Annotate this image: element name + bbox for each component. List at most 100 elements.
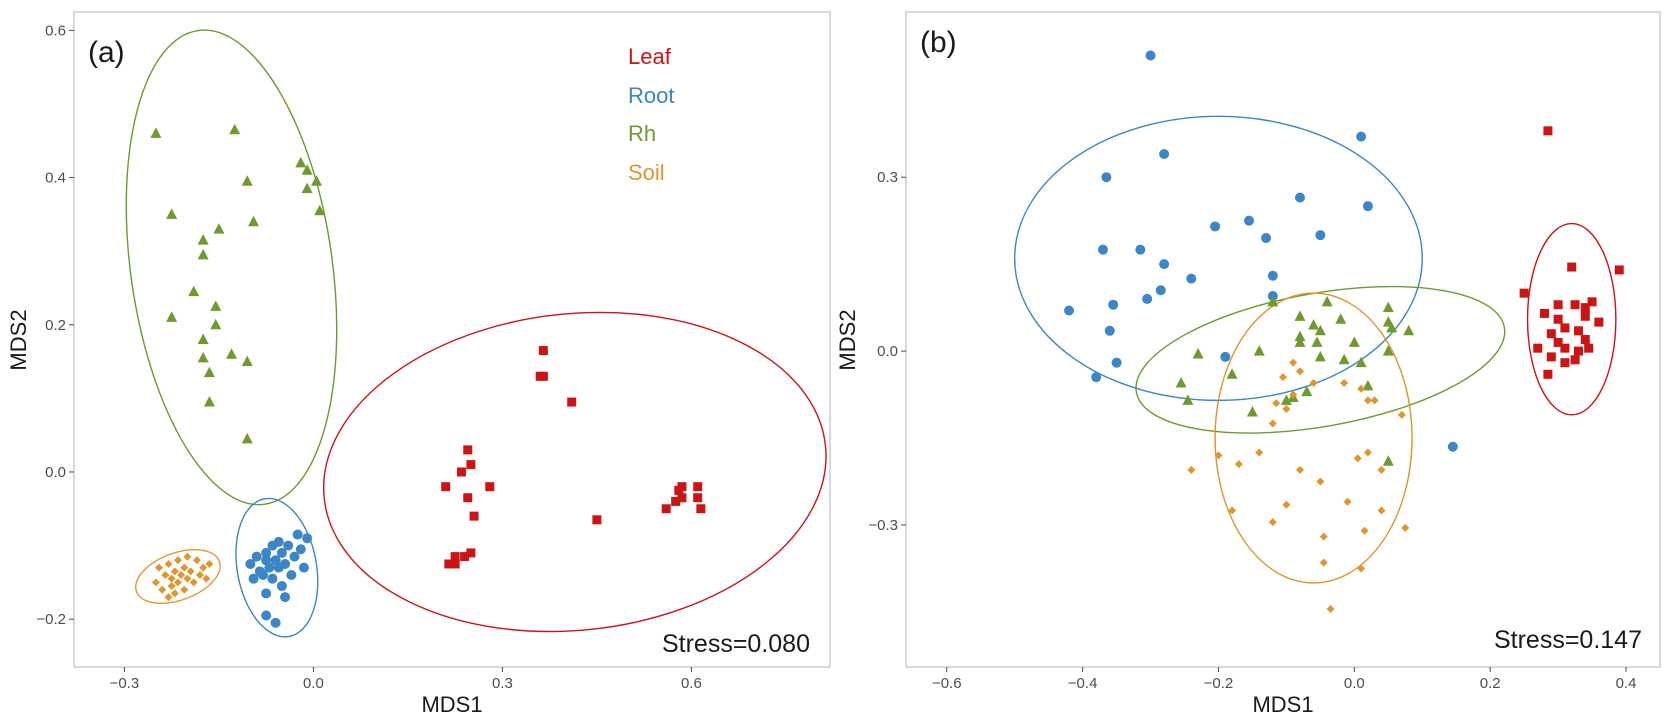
panel-b-point-rh [1301, 385, 1313, 397]
panel-a-ellipse-leaf [322, 311, 827, 633]
panel-b-point-root [1261, 233, 1272, 244]
panel-a-point-soil [183, 552, 192, 561]
panel-b-point-root [1101, 172, 1112, 183]
panel-a-point-root [298, 562, 309, 573]
panel-b-point-soil [1282, 405, 1291, 414]
panel-b-point-rh [1226, 368, 1238, 379]
panel-b-y-tick-label: 0.3 [877, 169, 898, 186]
panel-b-x-tick-label: −0.4 [1068, 675, 1098, 692]
panel-a-point-root [283, 540, 294, 551]
panel-b-point-root [1104, 325, 1115, 336]
panel-a-point-root [267, 573, 278, 584]
panel-b-point-rh [1338, 353, 1350, 365]
panel-b-point-soil [1228, 506, 1237, 515]
panel-b-ellipse-soil [1214, 292, 1413, 584]
panel-a-y-tick-label: 0.4 [45, 170, 66, 187]
panel-b-point-root [1244, 215, 1255, 226]
legend: Leaf Root Rh Soil [628, 44, 674, 185]
panel-b-point-root [1159, 259, 1170, 270]
panel-a-point-leaf [677, 493, 687, 503]
panel-b-point-rh [1246, 405, 1258, 417]
panel-b-point-rh [1311, 336, 1323, 347]
panel-a-point-leaf [674, 485, 684, 495]
panel-b-point-soil [1272, 399, 1281, 408]
panel-b-point-leaf [1594, 317, 1604, 327]
panel-b-y-ticks: −0.3 0.0 0.3 [868, 169, 906, 534]
panel-a-point-leaf [538, 346, 548, 356]
panel-a-point-soil [155, 563, 164, 572]
panel-a-point-rh [197, 234, 209, 245]
panel-b-point-leaf [1533, 343, 1543, 353]
panel-b-point-root [1362, 201, 1373, 212]
panel-a-point-rh [210, 300, 222, 311]
panel-a-point-root [292, 529, 303, 540]
panel-a-point-leaf [469, 511, 479, 521]
panel-b-point-soil [1268, 518, 1277, 527]
panel-a-point-soil [186, 567, 195, 576]
panel-a-point-soil [167, 574, 176, 583]
panel-b-point-rh [1280, 394, 1292, 405]
panel-b-ellipses [1013, 115, 1617, 584]
panel-a-point-leaf [450, 559, 460, 569]
panel-b-point-leaf [1519, 288, 1529, 298]
panel-b-y-tick-label: 0.0 [877, 343, 898, 360]
panel-b-point-rh [1175, 376, 1187, 388]
panel-a-point-rh [241, 432, 253, 444]
panel-a-x-ticks: −0.3 0.0 0.3 0.6 [110, 667, 702, 692]
panel-a-x-tick-label: 0.6 [681, 675, 702, 692]
panel-a-y-tick-label: −0.2 [36, 611, 66, 628]
panel-b-point-rh [1267, 295, 1279, 307]
panel-b-point-root [1108, 299, 1119, 310]
panel-a-label: (a) [88, 36, 125, 69]
panel-b-point-soil [1295, 367, 1304, 376]
panel-a-point-rh [166, 311, 178, 322]
panel-b-point-leaf [1580, 303, 1590, 313]
panel-b-point-leaf [1560, 343, 1570, 353]
panel-b-point-soil [1377, 506, 1386, 515]
panel-a-point-root [248, 573, 259, 584]
panel-a-point-leaf [693, 493, 703, 503]
panel-b-point-rh [1335, 313, 1347, 324]
panel-a-x-tick-label: −0.3 [110, 675, 140, 692]
panel-b-point-soil [1295, 465, 1304, 474]
panel-b-point-rh [1308, 319, 1320, 330]
panel-a-point-soil [202, 574, 211, 583]
legend-soil: Soil [628, 160, 665, 185]
panel-a-point-rh [197, 333, 209, 344]
panel-a-point-soil [161, 571, 170, 580]
panel-b-point-soil [1214, 451, 1223, 460]
panel-a-point-soil [170, 589, 179, 598]
panel-b-point-rh [1294, 336, 1306, 347]
panel-b-point-soil [1234, 460, 1243, 469]
panel-b-point-leaf [1567, 262, 1577, 272]
panel-b-point-soil [1360, 526, 1369, 535]
panel-a-point-rh [241, 175, 253, 186]
panel-a-point-leaf [460, 552, 470, 562]
panel-b-point-rh [1294, 330, 1306, 342]
panel-b-point-soil [1363, 448, 1372, 457]
panel-b-point-soil [1357, 384, 1366, 393]
panel-a-point-rh [188, 285, 200, 297]
panel-a-point-root [286, 570, 297, 581]
legend-root: Root [628, 83, 674, 108]
panel-b-point-rh [1382, 455, 1394, 466]
panel-a-point-rh [203, 396, 215, 407]
panel-b-point-leaf [1584, 343, 1594, 353]
panel-b-point-rh [1314, 350, 1326, 362]
panel-b-point-leaf [1553, 314, 1563, 324]
panel-b-point-leaf [1570, 300, 1580, 310]
panel-b-point-soil [1340, 378, 1349, 387]
panel-a-point-leaf [466, 548, 476, 558]
panel-b-point-root [1135, 244, 1146, 255]
panel-b-x-tick-label: 0.2 [1480, 675, 1501, 692]
panel-b-point-soil [1319, 532, 1328, 541]
panel-a-point-leaf [661, 504, 671, 514]
panel-b-point-soil [1353, 454, 1362, 463]
panel-b-point-leaf [1587, 297, 1597, 307]
panel-a-point-soil [180, 585, 189, 594]
panel-b-point-root [1315, 230, 1326, 241]
panel-a-y-tick-label: 0.2 [45, 317, 66, 334]
panel-b-point-root [1091, 372, 1102, 383]
panel-a-point-soil [180, 563, 189, 572]
panel-a-point-rh [241, 355, 253, 367]
